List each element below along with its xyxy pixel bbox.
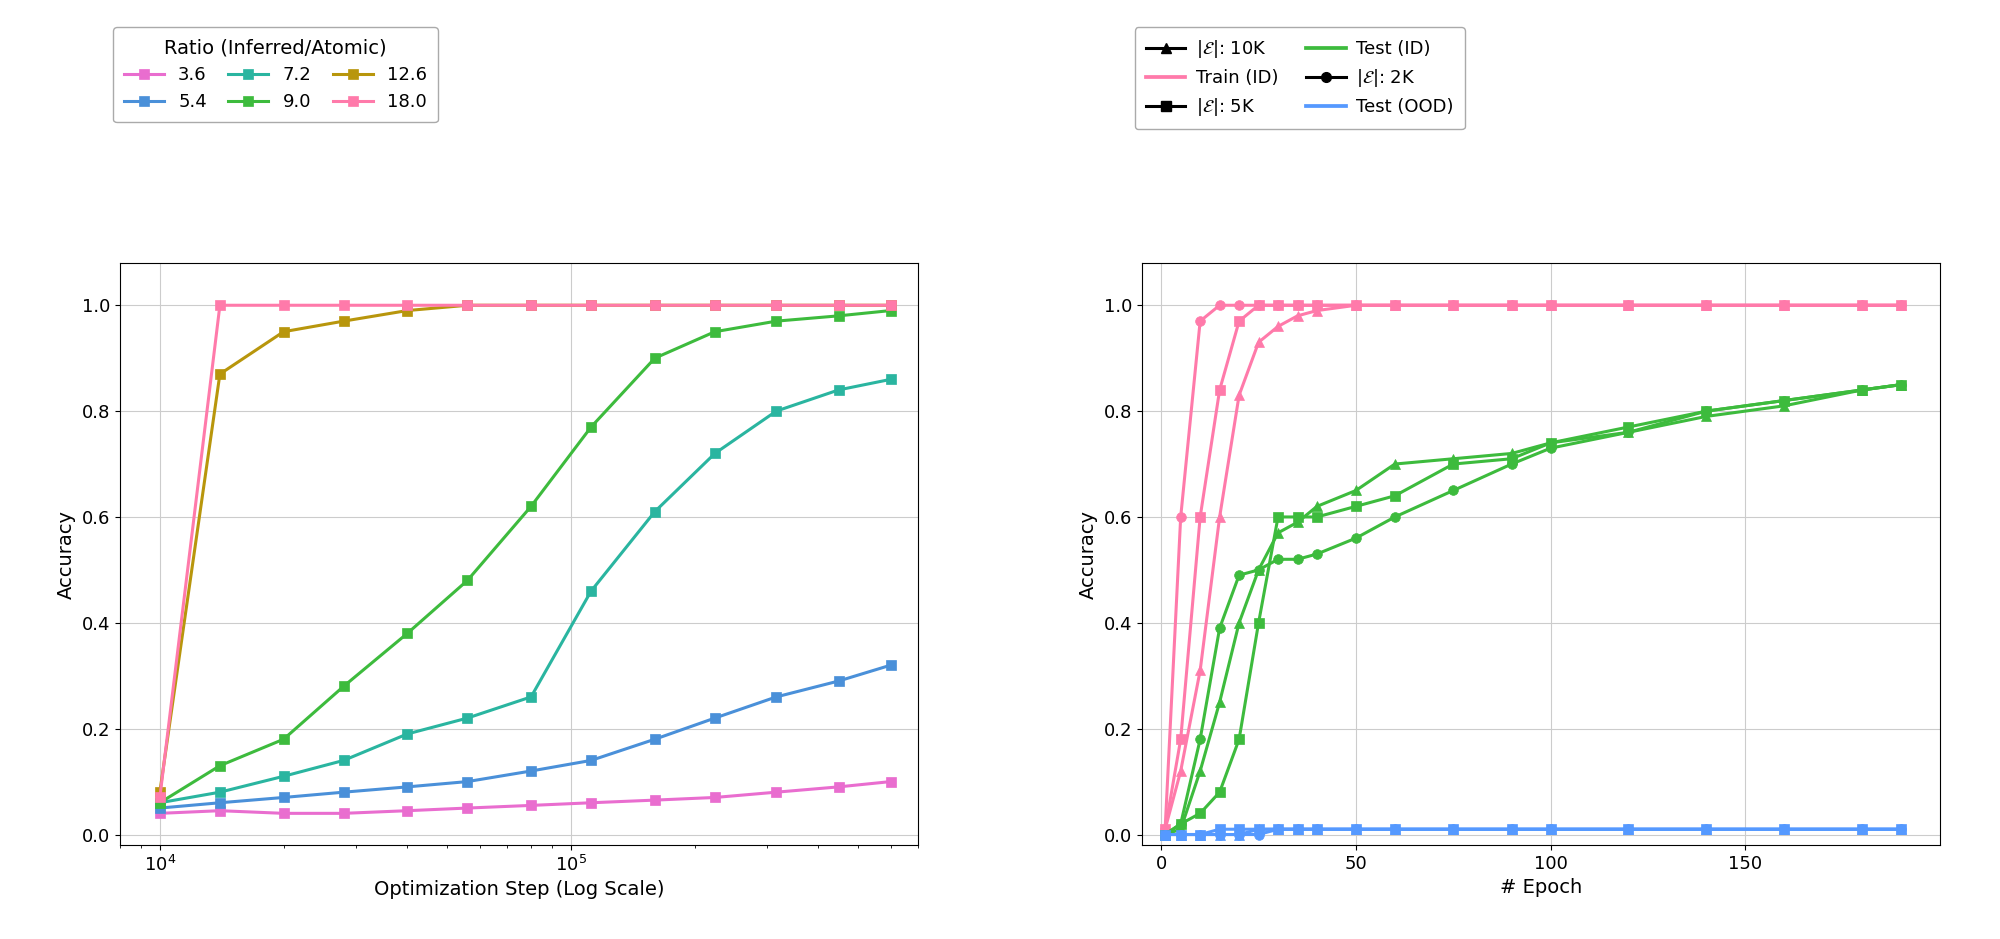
Legend: $|\mathcal{E}|$: 10K, Train (ID), $|\mathcal{E}|$: 5K, Test (ID), $|\mathcal{E}|: $|\mathcal{E}|$: 10K, Train (ID), $|\mat… (1134, 27, 1464, 130)
Y-axis label: Accuracy: Accuracy (58, 510, 76, 598)
Y-axis label: Accuracy: Accuracy (1078, 510, 1098, 598)
X-axis label: # Epoch: # Epoch (1500, 878, 1582, 898)
Legend: 3.6, 5.4, 7.2, 9.0, 12.6, 18.0: 3.6, 5.4, 7.2, 9.0, 12.6, 18.0 (114, 27, 438, 122)
X-axis label: Optimization Step (Log Scale): Optimization Step (Log Scale) (374, 881, 664, 900)
